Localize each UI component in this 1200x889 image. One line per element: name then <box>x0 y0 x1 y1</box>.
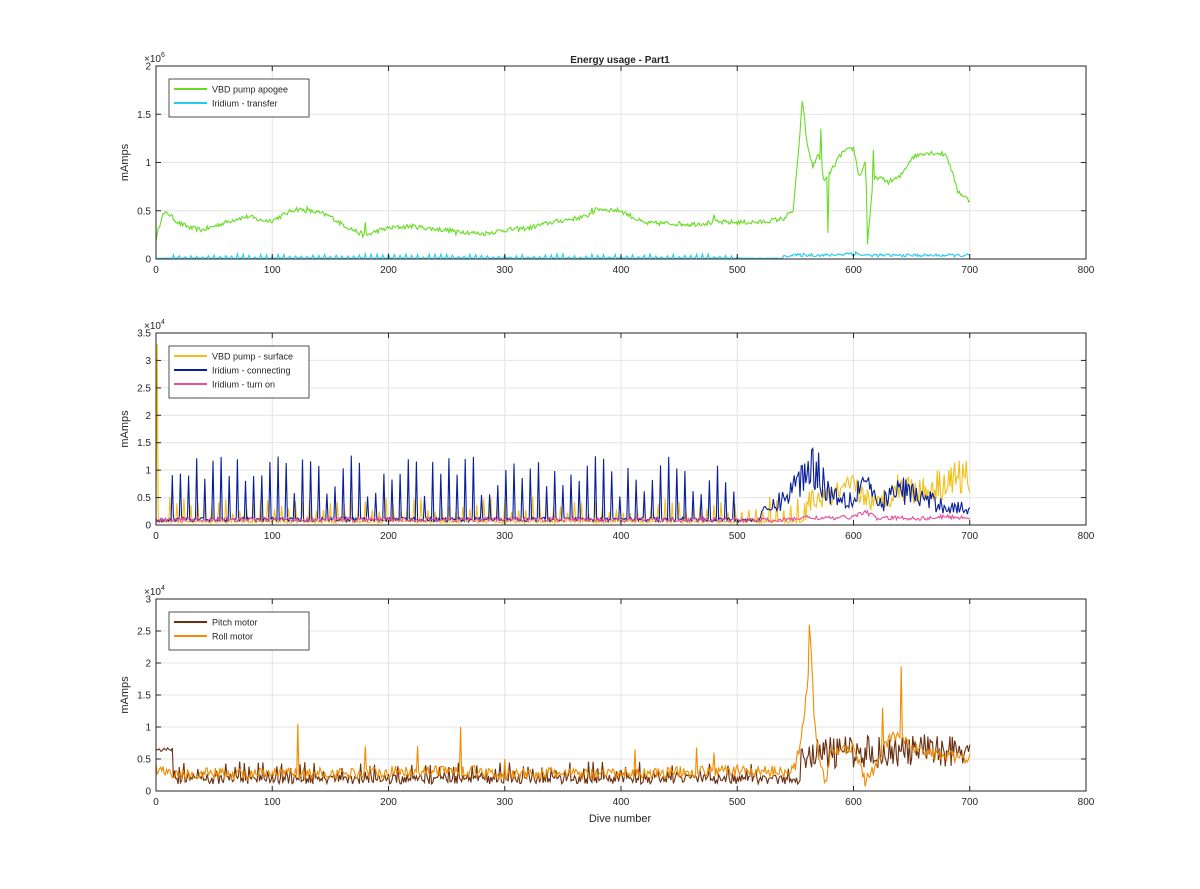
y-tick-label: 3 <box>145 356 151 367</box>
y-axis-label: mAmps <box>119 676 131 714</box>
x-tick-label: 100 <box>264 265 281 276</box>
x-tick-label: 400 <box>613 265 630 276</box>
y-tick-label: 2 <box>145 411 151 422</box>
x-tick-label: 500 <box>729 265 746 276</box>
y-tick-label: 0.5 <box>137 206 151 217</box>
legend-box <box>168 345 310 399</box>
x-tick-label: 100 <box>264 797 281 808</box>
y-tick-label: 2.5 <box>137 383 151 394</box>
x-tick-label: 700 <box>961 531 978 542</box>
x-tick-label: 200 <box>380 797 397 808</box>
legend-label: VBD pump - surface <box>212 352 293 362</box>
legend-label: Pitch motor <box>212 618 258 628</box>
x-tick-label: 200 <box>380 265 397 276</box>
y-axis-label: mAmps <box>119 143 131 181</box>
x-tick-label: 800 <box>1078 265 1095 276</box>
series-line-2 <box>156 250 971 259</box>
y-exponent-label: ×104 <box>144 319 165 332</box>
x-tick-label: 300 <box>496 265 513 276</box>
subplot-2: 0 100 200 300 400 500 600 700 800 0 0.5 1 1.5 2 2.5 3 3.… <box>119 319 1095 542</box>
x-tick-label: 400 <box>613 797 630 808</box>
series-line-2 <box>156 446 971 524</box>
y-tick-label: 1 <box>145 723 151 734</box>
series-line-3 <box>156 509 971 524</box>
y-axis-label: mAmps <box>119 410 131 448</box>
y-tick-label: 1.5 <box>137 691 151 702</box>
legend-label: Iridium - turn on <box>212 380 275 390</box>
x-tick-label: 800 <box>1078 797 1095 808</box>
y-tick-label: 1.5 <box>137 110 151 121</box>
legend-label: VBD pump apogee <box>212 85 288 95</box>
y-exponent-label: ×106 <box>144 52 165 65</box>
figure-title: Energy usage - Part1 <box>570 55 670 66</box>
x-tick-label: 200 <box>380 531 397 542</box>
x-tick-label: 700 <box>961 797 978 808</box>
legend-box <box>168 611 310 651</box>
y-tick-label: 3.5 <box>137 329 151 340</box>
x-tick-label: 100 <box>264 531 281 542</box>
y-tick-label: 1.5 <box>137 438 151 449</box>
y-tick-label: 1 <box>145 466 151 477</box>
y-exponent-label: ×104 <box>144 585 165 598</box>
x-tick-label: 0 <box>153 797 159 808</box>
y-tick-label: 3 <box>145 595 151 606</box>
x-tick-label: 300 <box>496 797 513 808</box>
y-tick-label: 0 <box>145 521 151 532</box>
x-tick-label: 600 <box>845 265 862 276</box>
y-tick-label: 0 <box>145 787 151 798</box>
x-tick-label: 600 <box>845 531 862 542</box>
series-line-1 <box>156 734 971 786</box>
x-tick-label: 500 <box>729 531 746 542</box>
x-tick-label: 300 <box>496 531 513 542</box>
subplot-3: 0 100 200 300 400 500 600 700 800 0 0.5 1 1.5 2 2.5 3×1… <box>119 585 1095 808</box>
x-tick-label: 800 <box>1078 531 1095 542</box>
series-line-1 <box>156 101 971 245</box>
subplot-1: 0 100 200 300 400 500 600 700 800 0 0.5 1 1.5 2×106 mA… <box>119 52 1095 276</box>
y-tick-label: 2 <box>145 62 151 73</box>
series-line-2 <box>156 624 971 787</box>
x-tick-label: 400 <box>613 531 630 542</box>
y-tick-label: 1 <box>145 158 151 169</box>
y-tick-label: 0.5 <box>137 755 151 766</box>
x-tick-label: 600 <box>845 797 862 808</box>
x-tick-label: 500 <box>729 797 746 808</box>
x-tick-label: 0 <box>153 531 159 542</box>
legend-label: Iridium - transfer <box>212 99 278 109</box>
x-tick-label: 0 <box>153 265 159 276</box>
legend-label: Iridium - connecting <box>212 366 291 376</box>
y-tick-label: 2 <box>145 659 151 670</box>
y-tick-label: 0.5 <box>137 493 151 504</box>
x-axis-label: Dive number <box>589 813 652 825</box>
legend-box <box>168 78 310 118</box>
x-tick-label: 700 <box>961 265 978 276</box>
legend-label: Roll motor <box>212 632 253 642</box>
y-tick-label: 0 <box>145 255 151 266</box>
y-tick-label: 2.5 <box>137 627 151 638</box>
